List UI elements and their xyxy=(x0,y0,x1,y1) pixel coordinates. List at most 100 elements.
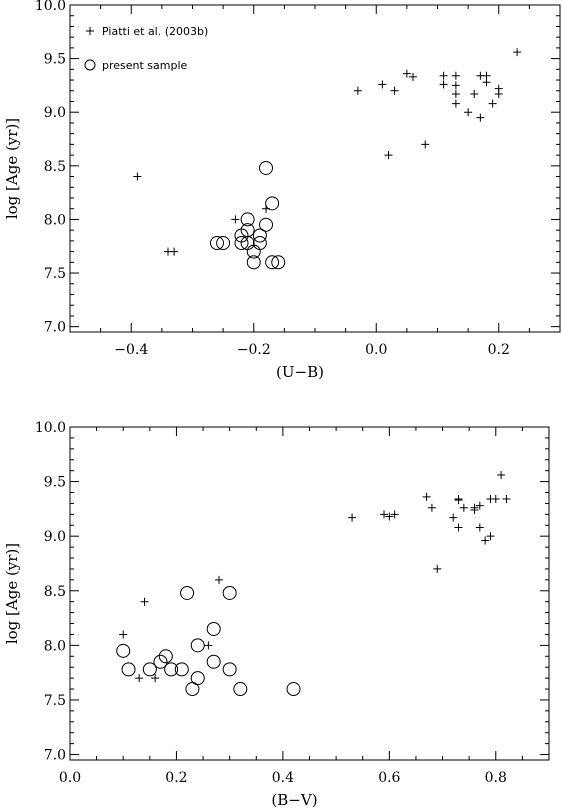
y-tick-label: 9.5 xyxy=(44,475,66,491)
data-point-plus xyxy=(439,80,448,89)
data-point-plus xyxy=(170,247,179,256)
data-point-plus xyxy=(449,513,458,522)
data-point-plus xyxy=(151,674,160,683)
data-point-circle xyxy=(210,236,224,251)
data-point-plus xyxy=(454,523,463,532)
data-point-circle xyxy=(153,654,168,669)
data-point-plus xyxy=(204,641,213,650)
legend-circle-marker xyxy=(84,59,96,71)
chart-panel-1: −0.4 −0.2 0.0 0.2 7.0 7.5 8.0 8.5 9.0 9.5 10.0 (U−B… xyxy=(3,0,561,381)
data-point-plus xyxy=(422,492,431,501)
data-point-circle xyxy=(234,236,249,251)
y-tick-label: 10.0 xyxy=(35,0,66,14)
data-point-plus xyxy=(390,510,399,519)
data-point-plus xyxy=(119,630,128,639)
y-tick-label: 9.5 xyxy=(44,52,66,68)
data-point-plus xyxy=(470,503,479,512)
data-point-circle xyxy=(252,228,267,243)
data-point-circle xyxy=(174,662,189,677)
x-tick-label: 0.2 xyxy=(165,770,187,786)
data-point-circle xyxy=(265,255,280,270)
data-point-plus xyxy=(451,71,460,80)
data-point-circle xyxy=(164,662,179,677)
data-point-circle xyxy=(240,212,255,227)
legend: Piatti et al. (2003b) present sample xyxy=(84,25,208,72)
data-point-plus xyxy=(348,513,357,522)
x-axis-title: (B−V) xyxy=(271,791,317,809)
legend-plus-marker xyxy=(86,27,94,35)
data-point-circle xyxy=(206,621,221,636)
data-point-plus xyxy=(353,86,362,95)
data-point-circle xyxy=(121,662,136,677)
y-tick-label: 7.0 xyxy=(44,320,66,336)
x-tick-label: 0.0 xyxy=(365,342,387,358)
x-tick-label: −0.4 xyxy=(114,342,148,358)
data-point-plus xyxy=(470,89,479,98)
data-point-plus xyxy=(433,564,442,573)
y-axis-title: log [Age (yr)] xyxy=(3,543,21,644)
x-tick-label: −0.2 xyxy=(237,342,271,358)
data-point-plus xyxy=(135,674,144,683)
plot-frame xyxy=(69,4,561,333)
x-tick-label: 0.8 xyxy=(485,770,507,786)
x-tick-label: 0.4 xyxy=(272,770,294,786)
data-point-circle xyxy=(271,255,286,270)
y-tick-label: 10.0 xyxy=(35,420,66,436)
data-point-plus xyxy=(402,69,411,78)
y-tick-label: 7.5 xyxy=(44,693,66,709)
data-point-plus xyxy=(378,80,387,89)
plot-frame xyxy=(69,426,550,761)
series-present-sample xyxy=(116,585,301,697)
data-point-circle xyxy=(190,671,205,686)
data-point-plus xyxy=(482,78,491,87)
data-point-plus xyxy=(475,501,484,510)
data-point-plus xyxy=(486,532,495,541)
data-point-plus xyxy=(454,496,463,505)
data-point-plus xyxy=(475,523,484,532)
data-point-circle xyxy=(286,682,301,697)
legend-label-present: present sample xyxy=(102,59,188,72)
data-point-circle xyxy=(222,662,237,677)
data-point-circle xyxy=(206,654,221,669)
y-tick-label: 7.0 xyxy=(44,748,66,764)
data-point-plus xyxy=(421,140,430,149)
data-point-circle xyxy=(259,217,273,232)
data-point-plus xyxy=(133,172,142,181)
data-point-plus xyxy=(427,503,436,512)
data-point-circle xyxy=(233,682,248,697)
data-point-circle xyxy=(246,255,261,270)
y-tick-label: 8.0 xyxy=(44,638,66,654)
legend-label-piatti: Piatti et al. (2003b) xyxy=(102,25,208,38)
data-point-plus xyxy=(488,99,497,108)
data-point-plus xyxy=(464,108,473,117)
data-point-circle xyxy=(116,643,131,658)
data-point-circle xyxy=(222,585,237,600)
data-point-circle xyxy=(259,160,273,175)
data-point-plus xyxy=(481,536,490,545)
y-tick-label: 7.5 xyxy=(44,266,66,282)
data-point-circle xyxy=(252,236,267,251)
series-present-sample xyxy=(210,160,286,270)
data-point-plus xyxy=(409,72,417,81)
x-tick-label: 0.2 xyxy=(488,342,510,358)
data-point-plus xyxy=(513,48,522,57)
y-tick-label: 8.5 xyxy=(44,584,66,600)
data-point-plus xyxy=(459,503,468,512)
data-point-plus xyxy=(385,512,394,521)
data-point-circle xyxy=(265,196,280,211)
data-point-circle xyxy=(180,585,195,600)
data-point-plus xyxy=(231,215,240,224)
y-axis-title: log [Age (yr)] xyxy=(3,118,21,219)
series-piatti-2003b xyxy=(133,48,522,256)
y-tick-label: 8.5 xyxy=(44,159,66,175)
data-point-plus xyxy=(497,471,506,480)
x-axis-title: (U−B) xyxy=(276,363,324,381)
data-point-plus xyxy=(390,86,399,95)
data-point-circle xyxy=(158,649,173,664)
data-point-plus xyxy=(380,510,389,519)
data-point-plus xyxy=(451,89,460,98)
data-point-plus xyxy=(494,89,503,98)
data-point-plus xyxy=(451,99,460,108)
data-point-plus xyxy=(451,81,460,90)
y-tick-label: 8.0 xyxy=(44,212,66,228)
